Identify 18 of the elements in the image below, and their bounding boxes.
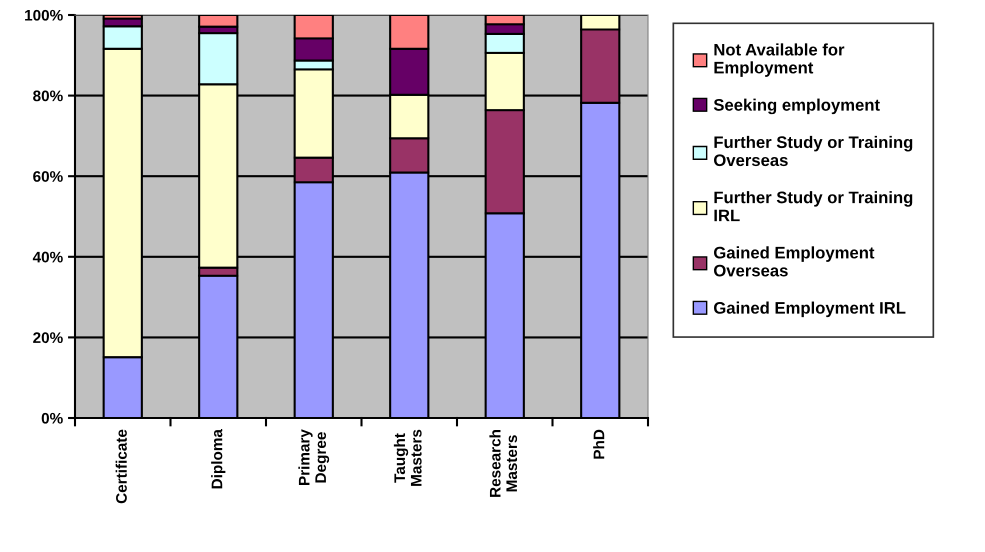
x-tick-label: Taught Masters	[394, 430, 422, 486]
x-tick-label: Certificate	[116, 430, 127, 504]
legend-label: Gained Employment IRL	[714, 302, 906, 318]
y-tick-label: 20%	[33, 332, 63, 344]
legend-label: Gained Employment Overseas	[714, 246, 874, 277]
legend-label: Not Available for Employment	[714, 43, 844, 77]
y-tick-label: 100%	[25, 10, 63, 21]
y-tick-label: 40%	[32, 252, 63, 262]
x-tick-label: Diploma	[211, 429, 226, 488]
legend-label: Seeking employment	[714, 98, 880, 114]
legend-label: Further Study or Training Overseas	[714, 136, 912, 166]
x-tick-label: Primary Degree	[298, 429, 330, 485]
y-tick-label: 80%	[33, 90, 63, 102]
x-tick-label: PhD	[593, 430, 604, 459]
x-tick-label: Research Masters	[489, 430, 518, 497]
legend-label: Further Study or Training IRL	[714, 191, 912, 222]
y-tick-label: 0%	[42, 412, 63, 424]
y-tick-label: 60%	[33, 171, 63, 182]
